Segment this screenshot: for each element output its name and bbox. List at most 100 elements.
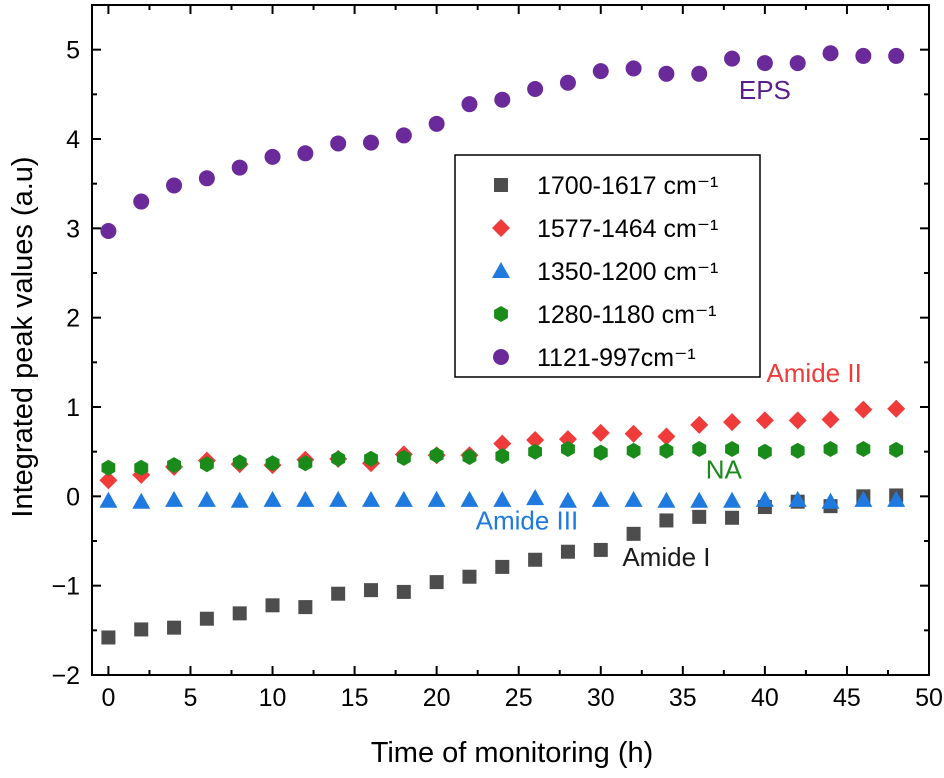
data-point [887, 490, 906, 507]
x-tick-label: 20 [423, 684, 451, 712]
data-point [691, 65, 708, 82]
annotation-label: Amide I [622, 542, 710, 572]
series-5 [100, 45, 905, 240]
data-point [198, 170, 215, 187]
data-point [298, 455, 313, 472]
data-point [756, 55, 773, 72]
annotations: EPS Amide II NA Amide III Amide I [476, 75, 862, 572]
data-point [197, 490, 216, 507]
data-point [624, 490, 643, 507]
data-point [396, 584, 411, 599]
data-point [856, 441, 871, 457]
data-point [395, 127, 412, 144]
legend-label: 1577-1464 cm⁻¹ [537, 215, 718, 243]
data-point [232, 454, 247, 471]
data-point [297, 145, 314, 162]
data-point [657, 427, 676, 446]
data-point [428, 115, 445, 132]
data-point [263, 490, 282, 507]
x-tick-label: 35 [669, 684, 697, 712]
data-point [364, 583, 378, 598]
x-tick-label: 30 [587, 684, 615, 712]
data-point [230, 491, 249, 508]
data-point [724, 50, 741, 67]
legend-marker [494, 178, 508, 192]
data-point [788, 490, 807, 507]
legend-label: 1121-997cm⁻¹ [537, 344, 696, 372]
data-point [100, 223, 117, 240]
plot-frame [91, 4, 930, 676]
annotation-label: Amide III [476, 505, 579, 535]
y-tick-label: 3 [66, 215, 80, 243]
data-point [626, 526, 641, 541]
annotation-label: EPS [739, 75, 791, 105]
data-point [429, 575, 444, 590]
data-point [790, 442, 805, 459]
data-point [396, 449, 411, 466]
data-point [788, 411, 807, 430]
data-point [331, 586, 346, 601]
data-point [887, 399, 906, 418]
annotation-label: NA [706, 454, 743, 484]
data-point [232, 606, 247, 621]
data-point [460, 490, 479, 507]
data-point [692, 441, 707, 457]
data-points [99, 45, 906, 645]
x-tick-label: 50 [915, 684, 943, 712]
data-point [591, 423, 610, 442]
x-tick-label: 45 [833, 684, 861, 712]
data-point [725, 510, 740, 525]
y-tick-label: 0 [66, 483, 80, 511]
x-axis-ticks: 0 5 10 15 20 25 30 35 40 45 50 [101, 5, 943, 712]
data-point [558, 491, 577, 508]
y-tick-label: 2 [66, 305, 80, 333]
x-tick-label: 25 [505, 684, 533, 712]
data-point [560, 544, 575, 559]
plot-area [91, 4, 930, 676]
data-point [821, 410, 840, 429]
data-point [789, 55, 806, 72]
data-point [494, 91, 511, 108]
data-point [362, 490, 380, 507]
data-point [855, 47, 872, 64]
data-point [758, 443, 772, 460]
data-point [889, 441, 904, 458]
data-point [394, 490, 413, 507]
data-point [462, 449, 477, 465]
data-point [134, 622, 149, 637]
legend-marker [492, 219, 510, 237]
data-point [167, 620, 182, 635]
data-point [624, 424, 643, 443]
data-point [527, 80, 544, 97]
data-point [888, 47, 905, 64]
x-tick-label: 40 [751, 684, 779, 712]
data-point [493, 490, 512, 507]
data-point [755, 411, 774, 430]
data-point [166, 177, 183, 194]
data-point [526, 489, 545, 506]
data-point [495, 559, 510, 574]
y-tick-label: −2 [51, 662, 80, 690]
data-point [755, 490, 774, 507]
y-tick-label: −1 [51, 573, 80, 601]
data-point [231, 159, 248, 176]
x-tick-label: 15 [341, 684, 369, 712]
data-point [298, 600, 313, 615]
data-point [723, 413, 742, 432]
data-point [329, 490, 348, 507]
data-point [659, 442, 674, 459]
y-tick-label: 4 [66, 126, 80, 154]
data-point [429, 447, 444, 464]
data-point [593, 444, 608, 461]
y-axis-title: Integrated peak values (a.u) [7, 156, 39, 517]
legend: 1700-1617 cm⁻¹ 1577-1464 cm⁻¹ 1350-1200 cm… [454, 154, 761, 378]
data-point [101, 630, 116, 645]
data-point [167, 457, 181, 474]
legend-marker [493, 349, 509, 365]
x-axis-title: Time of monitoring (h) [371, 737, 654, 769]
data-point [265, 455, 280, 472]
series-3 [99, 489, 906, 509]
x-tick-label: 0 [101, 684, 115, 712]
data-point [690, 415, 709, 434]
